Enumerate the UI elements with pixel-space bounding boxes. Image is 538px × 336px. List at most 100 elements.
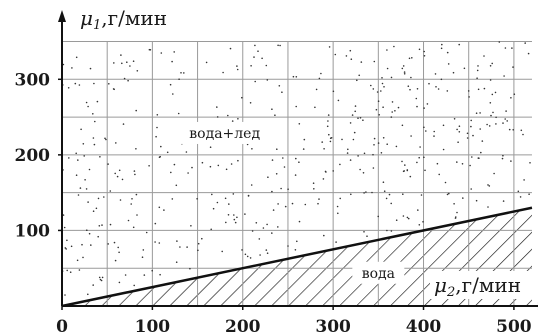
stipple-dot: [442, 148, 445, 151]
stipple-dot: [175, 184, 178, 187]
stipple-dot: [320, 72, 322, 75]
stipple-dot: [502, 154, 504, 157]
stipple-dot: [85, 188, 88, 190]
stipple-dot: [244, 213, 246, 215]
stipple-dot: [322, 178, 325, 180]
stipple-dot: [135, 109, 137, 112]
stipple-dot: [357, 117, 359, 119]
stipple-dot: [246, 143, 249, 146]
stipple-dot: [354, 110, 357, 113]
stipple-dot: [78, 84, 81, 86]
stipple-dot: [295, 105, 298, 108]
stipple-dot: [95, 207, 98, 210]
stipple-dot: [197, 242, 200, 245]
stipple-dot: [453, 203, 455, 205]
stipple-dot: [130, 203, 132, 205]
stipple-dot: [488, 185, 491, 187]
stipple-dot: [230, 163, 233, 165]
stipple-dot: [232, 193, 235, 195]
stipple-dot: [393, 45, 395, 48]
stipple-dot: [325, 171, 327, 173]
stipple-dot: [296, 240, 298, 243]
stipple-dot: [124, 274, 127, 276]
stipple-dot: [511, 47, 513, 49]
stipple-dot: [394, 110, 396, 112]
stipple-dot: [156, 114, 159, 116]
stipple-dot: [142, 249, 145, 251]
stipple-dot: [416, 88, 419, 90]
stipple-dot: [294, 249, 297, 251]
stipple-dot: [481, 140, 484, 142]
stipple-dot: [332, 170, 335, 172]
stipple-dot: [327, 120, 329, 122]
stipple-dot: [87, 105, 89, 108]
stipple-dot: [107, 163, 109, 165]
stipple-dot: [380, 152, 383, 154]
stipple-dot: [402, 65, 405, 67]
stipple-dot: [121, 178, 124, 181]
stipple-dot: [363, 192, 365, 194]
stipple-dot: [373, 137, 376, 140]
stipple-dot: [179, 246, 181, 248]
stipple-dot: [92, 210, 95, 212]
stipple-dot: [294, 174, 297, 176]
stipple-dot: [278, 85, 281, 87]
stipple-dot: [345, 55, 348, 57]
stipple-dot: [75, 56, 78, 59]
stipple-dot: [383, 86, 385, 88]
stipple-dot: [467, 90, 470, 92]
stipple-dot: [446, 193, 449, 196]
stipple-dot: [458, 43, 461, 46]
stipple-dot: [382, 181, 385, 183]
stipple-dot: [461, 163, 464, 165]
stipple-dot: [154, 222, 157, 225]
stipple-dot: [258, 238, 261, 240]
stipple-dot: [335, 241, 337, 243]
stipple-dot: [186, 246, 188, 248]
stipple-dot: [69, 271, 72, 274]
stipple-dot: [328, 133, 330, 136]
stipple-dot: [513, 93, 516, 95]
stipple-dot: [171, 198, 174, 200]
stipple-dot: [261, 57, 263, 60]
stipple-dot: [133, 170, 136, 172]
stipple-dot: [212, 207, 215, 210]
stipple-dot: [159, 273, 161, 276]
stipple-dot: [504, 118, 507, 120]
stipple-dot: [113, 62, 115, 64]
stipple-dot: [118, 251, 120, 254]
stipple-dot: [225, 221, 227, 224]
stipple-dot: [283, 166, 286, 168]
stipple-dot: [251, 148, 253, 150]
stipple-dot: [267, 176, 269, 178]
stipple-dot: [401, 67, 404, 70]
stipple-dot: [99, 156, 101, 158]
stipple-dot: [298, 220, 301, 223]
stipple-dot: [160, 145, 162, 148]
stipple-dot: [323, 234, 325, 237]
stipple-dot: [476, 69, 479, 72]
stipple-dot: [291, 202, 294, 205]
stipple-dot: [520, 129, 523, 132]
stipple-dot: [314, 106, 316, 109]
stipple-dot: [271, 190, 273, 193]
stipple-dot: [350, 58, 353, 60]
stipple-dot: [489, 102, 492, 104]
stipple-dot: [302, 148, 305, 150]
stipple-dot: [489, 79, 492, 81]
stipple-dot: [143, 274, 146, 276]
stipple-dot: [477, 65, 479, 67]
stipple-dot: [469, 164, 471, 167]
stipple-dot: [366, 235, 368, 237]
stipple-dot: [489, 65, 492, 67]
stipple-dot: [282, 157, 284, 159]
stipple-dot: [321, 141, 324, 143]
stipple-dot: [506, 120, 509, 122]
stipple-dot: [377, 215, 380, 218]
stipple-dot: [134, 173, 136, 176]
y-axis-label-background: [76, 6, 186, 32]
stipple-dot: [83, 155, 85, 157]
stipple-dot: [416, 161, 418, 164]
stipple-dot: [92, 137, 95, 139]
stipple-dot: [154, 241, 156, 243]
